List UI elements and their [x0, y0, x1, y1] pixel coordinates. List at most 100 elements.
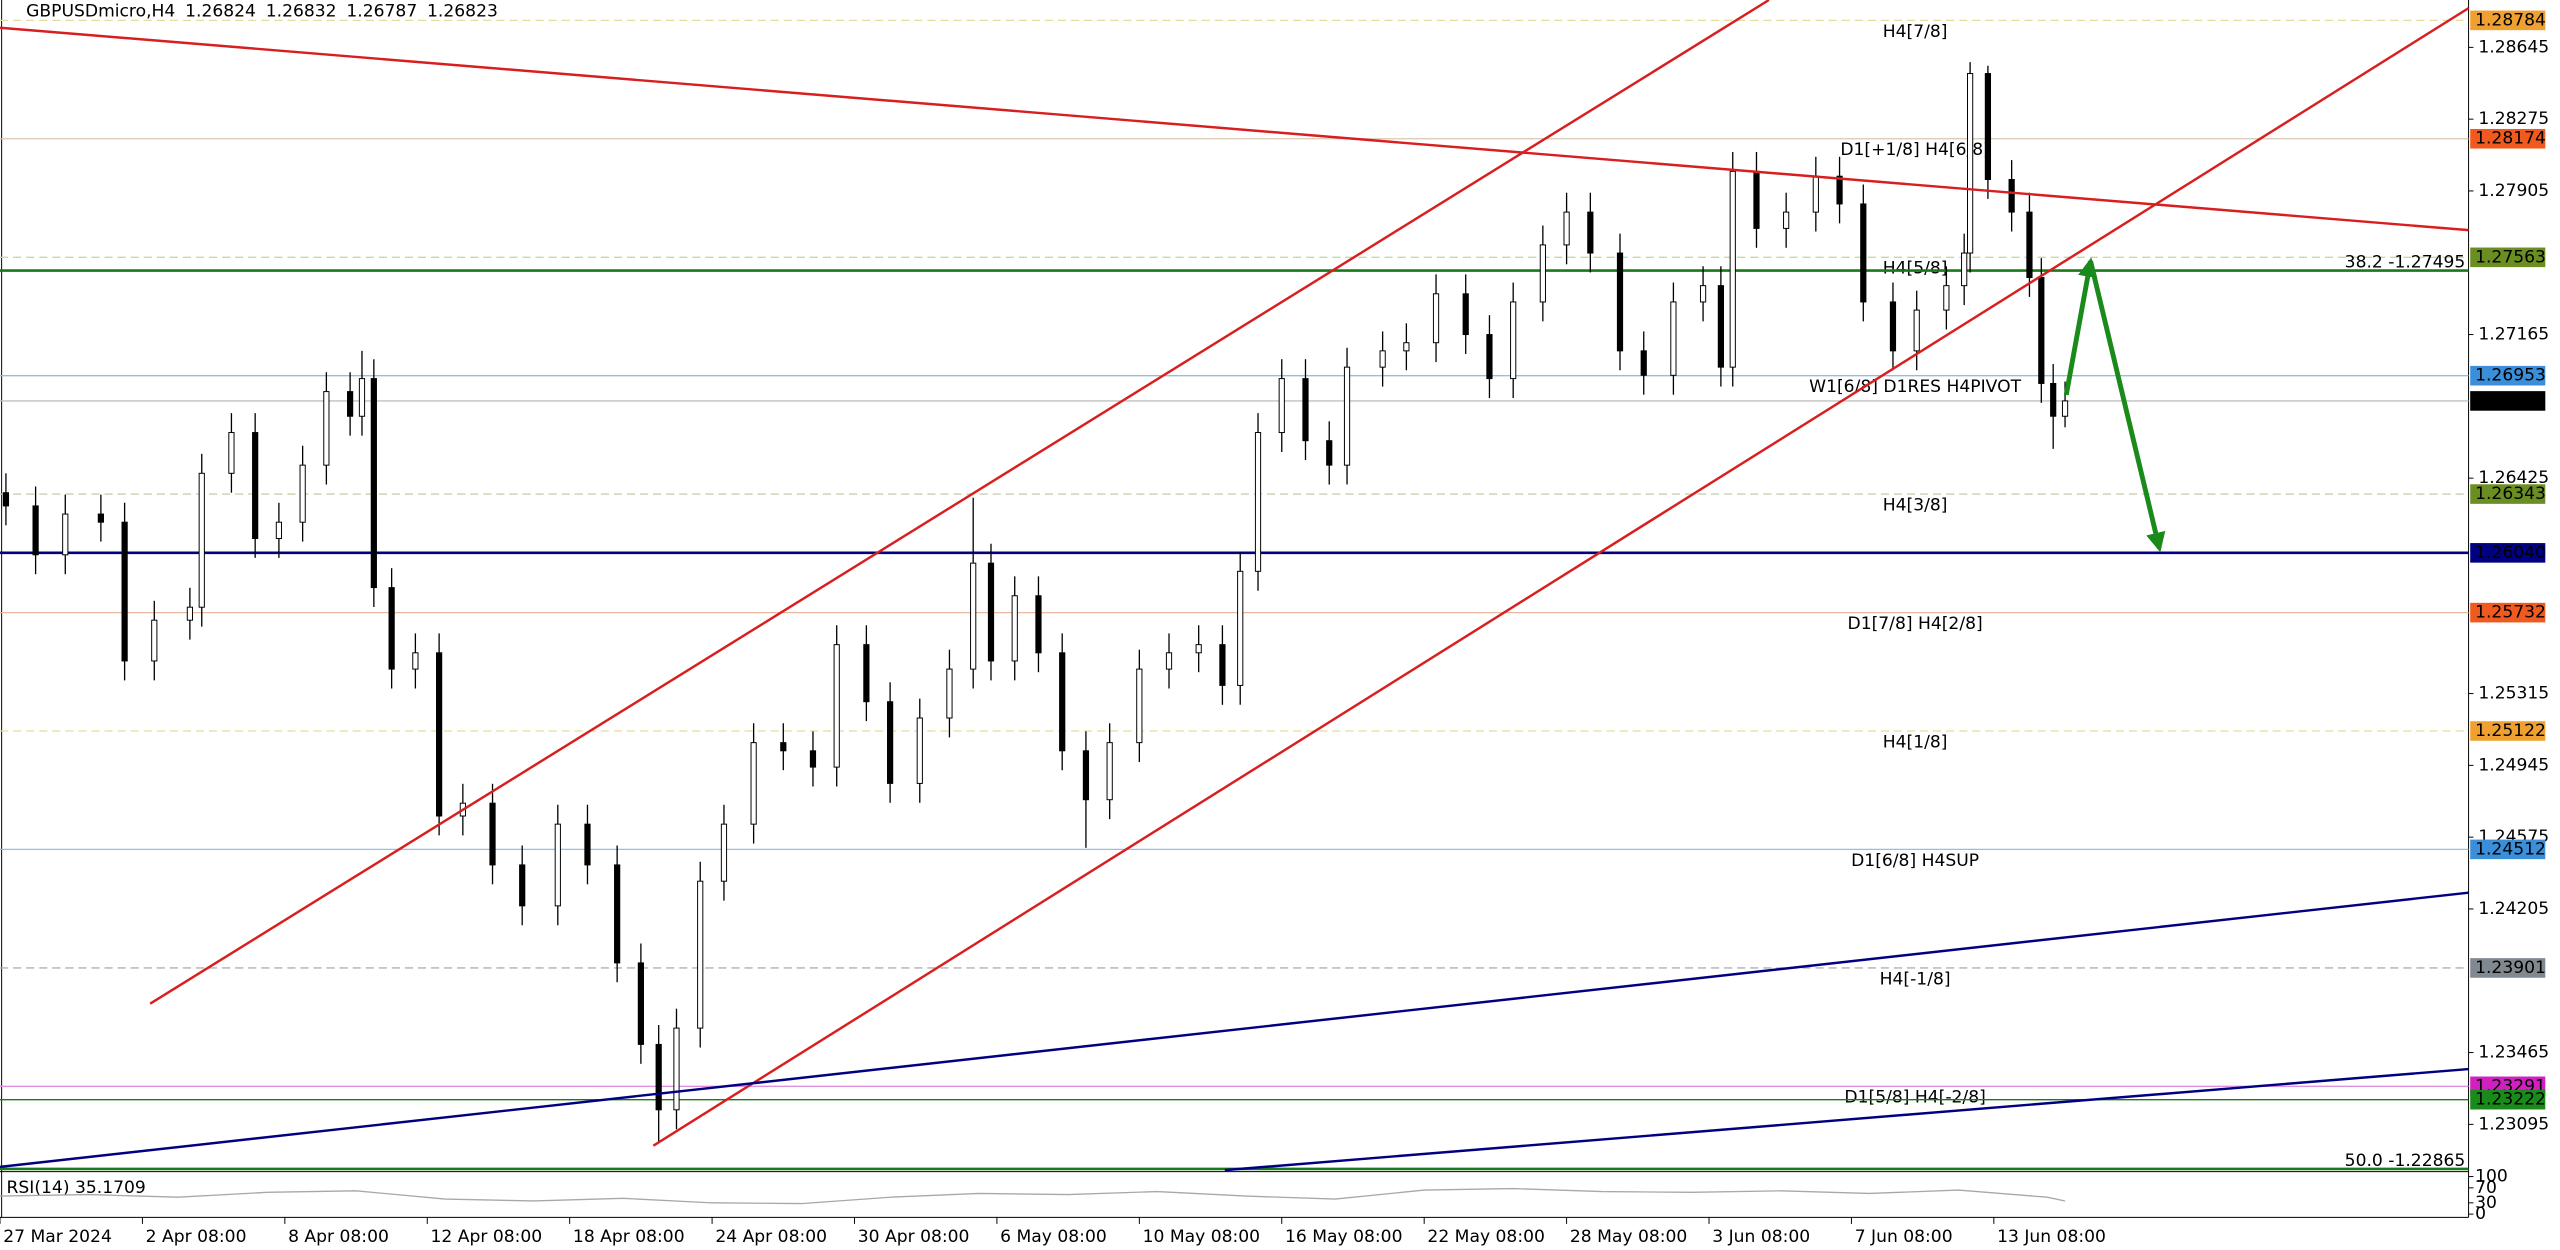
level-label: D1[5/8] H4[-2/8]: [1844, 1088, 1985, 1108]
candle-body: [1343, 366, 1351, 466]
rsi-tick-label: 30: [2475, 1193, 2497, 1213]
candle-body: [519, 864, 526, 907]
y-tick-label: 1.27165: [2478, 325, 2549, 345]
level-label: H4[1/8]: [1883, 732, 1948, 752]
candle-body: [1106, 742, 1113, 801]
candle-body: [1984, 73, 1992, 180]
candle-body: [554, 823, 561, 907]
level-label: D1[6/8] H4SUP: [1851, 851, 1979, 871]
candle-body: [720, 823, 728, 882]
candle-body: [946, 668, 953, 719]
price-box-label: 1.25122: [2475, 721, 2546, 741]
price-box: [2470, 484, 2546, 504]
candle-body: [637, 962, 644, 1045]
price-box-label: 1.26343: [2475, 484, 2546, 504]
candle-body: [1670, 301, 1677, 376]
header-ohlc: 1.26823: [427, 1, 498, 21]
level-label: W1[6/8] D1RES H4PIVOT: [1809, 377, 2021, 397]
rsi-tick-label: 0: [2475, 1204, 2486, 1224]
price-box: [2470, 391, 2546, 411]
candle-body: [1254, 432, 1262, 572]
candle-body: [412, 652, 419, 670]
price-box-label: 1.28784: [2475, 10, 2546, 30]
candle-body: [2008, 179, 2015, 213]
candle-body: [1753, 170, 1760, 229]
candle-body: [1136, 668, 1143, 744]
price-box: [2470, 247, 2546, 268]
candle-body: [436, 652, 443, 817]
level-label: D1[7/8] H4[2/8]: [1848, 614, 1983, 634]
candle-body: [750, 742, 757, 825]
x-tick-label: 12 Apr 08:00: [431, 1227, 543, 1247]
x-tick-label: 18 Apr 08:00: [573, 1227, 685, 1247]
price-box-label: 1.24512: [2475, 839, 2546, 859]
candle-body: [1219, 644, 1226, 686]
x-tick-label: 27 Mar 2024: [3, 1227, 112, 1247]
x-tick-label: 7 Jun 08:00: [1855, 1227, 1953, 1247]
candle-body: [1616, 252, 1624, 352]
candle-body: [388, 587, 395, 670]
candle-body: [1563, 211, 1570, 246]
candle-body: [1729, 170, 1736, 368]
candle-body: [1836, 175, 1843, 205]
price-box: [2470, 721, 2546, 741]
candle-body: [1082, 750, 1090, 801]
candle-body: [1237, 570, 1244, 686]
level-label: H4[-1/8]: [1880, 969, 1951, 989]
trend-line: [149, 0, 1770, 1005]
candle-body: [1587, 211, 1594, 254]
candle-body: [97, 513, 104, 523]
candle-body: [1432, 293, 1440, 344]
x-tick-label: 24 Apr 08:00: [715, 1227, 827, 1247]
candle-body: [1059, 652, 1066, 752]
price-box: [2470, 10, 2546, 31]
candle-body: [1961, 252, 1968, 287]
y-tick-label: 1.27905: [2478, 181, 2549, 201]
candle-body: [1195, 644, 1202, 654]
price-box-label: 1.26823: [2475, 391, 2546, 411]
candle-body: [1278, 378, 1285, 434]
price-box: [2470, 602, 2546, 623]
candle-body: [833, 644, 840, 768]
y-tick-label: 1.25315: [2478, 684, 2549, 704]
candle-body: [358, 378, 366, 417]
candle-body: [299, 464, 306, 523]
candle-body: [121, 521, 128, 662]
price-box-label: 1.26040: [2475, 543, 2546, 563]
candle-body: [1486, 334, 1493, 380]
x-tick-label: 2 Apr 08:00: [146, 1227, 247, 1247]
candle-body: [198, 472, 205, 608]
candle-body: [1640, 350, 1647, 376]
candle-body: [1165, 652, 1173, 670]
rsi-label: RSI(14) 35.1709: [7, 1178, 146, 1198]
candle-body: [970, 562, 977, 670]
candle-body: [1379, 350, 1386, 368]
candle-body: [1783, 211, 1790, 229]
candle-body: [584, 823, 591, 866]
trend-line: [652, 7, 2470, 1147]
candle-body: [1462, 293, 1469, 336]
forecast-arrow: [2063, 257, 2098, 396]
rsi-line: [0, 1187, 2066, 1205]
forecast-arrow: [2088, 260, 2166, 553]
y-tick-label: 1.28645: [2478, 37, 2549, 57]
level-label: D1[+1/8] H4[6/8]: [1840, 140, 1990, 160]
price-box-label: 1.23222: [2475, 1090, 2546, 1110]
price-box: [2470, 365, 2546, 386]
x-tick-label: 3 Jun 08:00: [1712, 1227, 1810, 1247]
candle-body: [62, 513, 69, 556]
candle-body: [370, 378, 377, 589]
candle-body: [186, 606, 193, 621]
trend-line: [0, 26, 2469, 232]
price-box-label: 1.28174: [2475, 129, 2546, 149]
y-tick-label: 1.24945: [2478, 755, 2549, 775]
level-label: H4[7/8]: [1883, 22, 1948, 42]
y-tick-label: 1.26425: [2478, 468, 2549, 488]
candle-body: [673, 1027, 680, 1111]
candle-body: [1860, 203, 1867, 303]
candle-body: [916, 717, 923, 784]
fib-label: 50.0 -1.22865: [2345, 1151, 2466, 1171]
x-tick-label: 30 Apr 08:00: [858, 1227, 970, 1247]
y-tick-label: 1.24205: [2478, 899, 2549, 919]
